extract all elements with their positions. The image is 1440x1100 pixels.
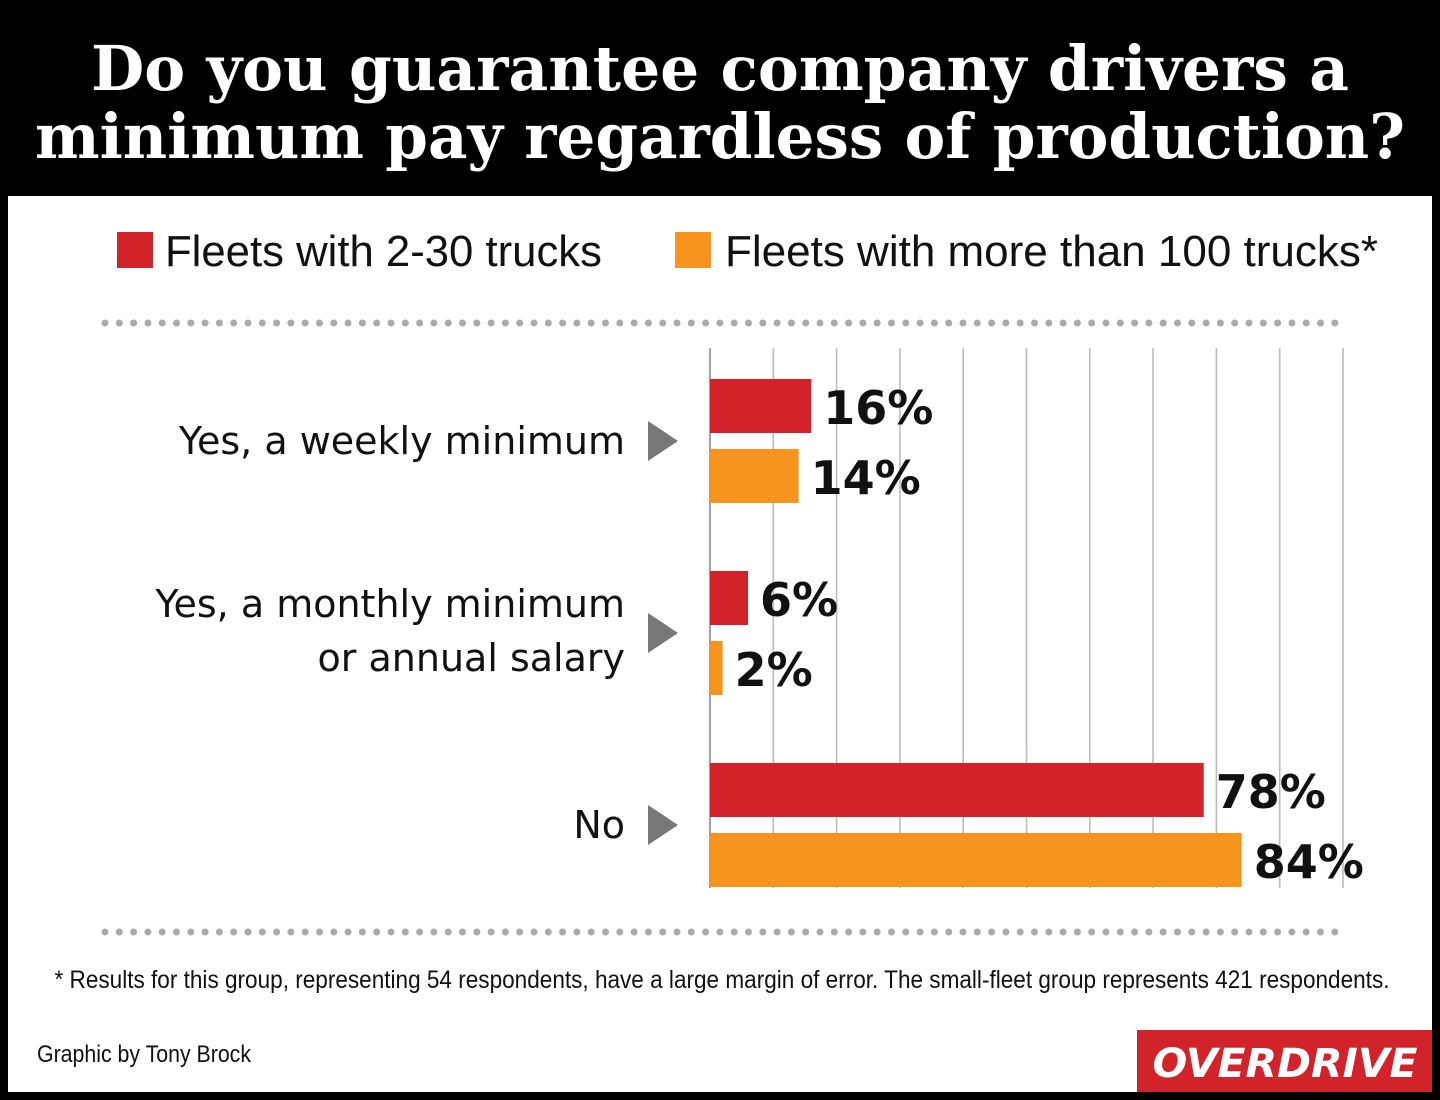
footnote: * Results for this group, representing 5… (55, 966, 1390, 994)
arrow (648, 421, 678, 461)
value-label: 6% (760, 573, 838, 627)
credit: Graphic by Tony Brock (37, 1041, 252, 1068)
value-label: 2% (735, 643, 813, 697)
legend-label: Fleets with 2-30 trucks (165, 227, 602, 276)
value-label: 78% (1216, 765, 1326, 819)
bar (710, 379, 812, 433)
value-label: 14% (811, 451, 921, 505)
legend-swatch (675, 232, 711, 268)
arrow (648, 613, 678, 653)
logo-box (1137, 1030, 1432, 1092)
bar (710, 763, 1204, 817)
bar (710, 571, 748, 625)
category-label: Yes, a monthly minimum or annual salary (154, 582, 625, 680)
chart-title: Do you guarantee company drivers a minimu… (35, 32, 1405, 173)
bar (710, 833, 1242, 887)
bar (710, 641, 723, 695)
bar (710, 449, 799, 503)
legend-label: Fleets with more than 100 trucks* (725, 227, 1378, 276)
legend-swatch (117, 232, 153, 268)
category-label: Yes, a weekly minimum (178, 419, 625, 463)
category-label: No (573, 803, 625, 847)
value-label: 84% (1254, 835, 1364, 889)
arrow (648, 805, 678, 845)
logo: OVERDRIVE (1153, 1041, 1418, 1087)
value-label: 16% (823, 381, 933, 435)
